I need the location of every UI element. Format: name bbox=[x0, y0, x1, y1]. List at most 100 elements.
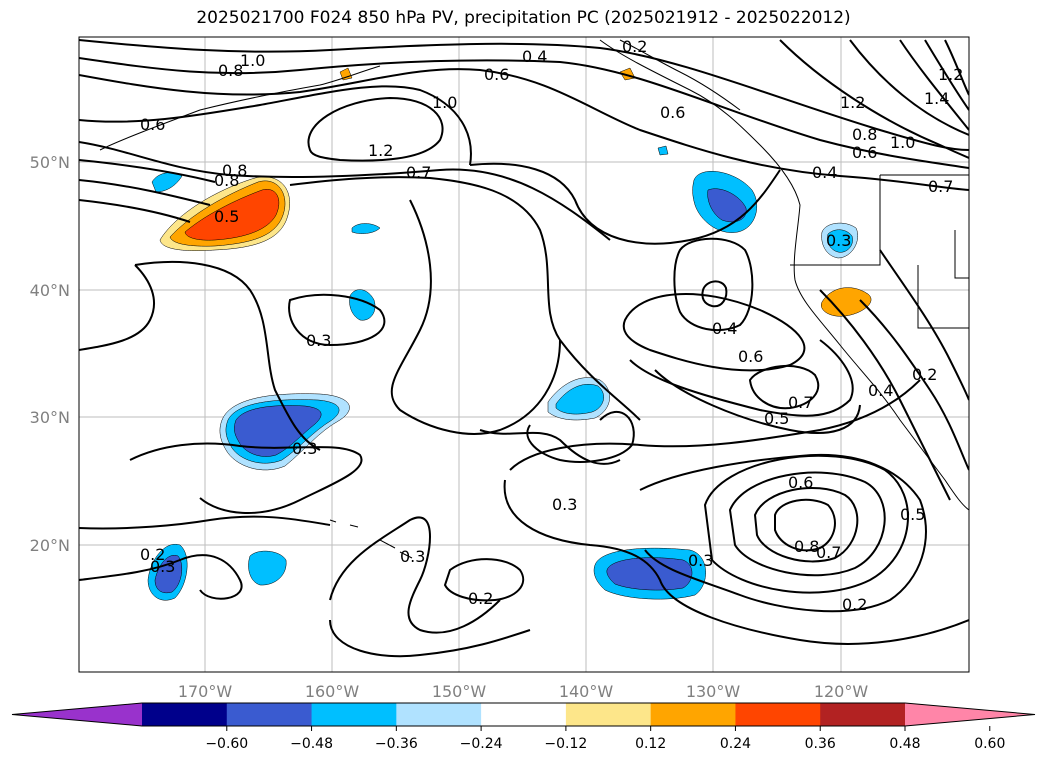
pv-contour bbox=[779, 39, 969, 159]
colorbar-segment bbox=[396, 703, 482, 726]
pv-contour bbox=[79, 57, 969, 169]
pv-contour bbox=[503, 479, 969, 645]
pv-contour bbox=[79, 264, 155, 351]
precip-negative-area bbox=[151, 172, 183, 193]
pv-contour bbox=[701, 280, 728, 308]
lat-label: 30°N bbox=[30, 408, 70, 427]
pv-contour bbox=[479, 429, 621, 465]
precip-negative-area bbox=[657, 145, 669, 156]
contour-label: 0.7 bbox=[816, 543, 841, 562]
contour-label: 0.8 bbox=[852, 125, 877, 144]
contour-label: 1.0 bbox=[890, 133, 915, 152]
colorbar-segment bbox=[565, 703, 652, 726]
contour-label: 1.4 bbox=[924, 89, 949, 108]
pv-contour bbox=[79, 39, 969, 151]
colorbar-tick-label: 0.60 bbox=[974, 736, 1005, 752]
colorbar-segment bbox=[735, 703, 821, 726]
pv-contour bbox=[703, 454, 909, 594]
plot-frame bbox=[78, 36, 970, 673]
contour-label: 1.0 bbox=[240, 51, 265, 70]
precip-negative-area bbox=[234, 405, 322, 457]
contour-label: 1.2 bbox=[938, 65, 963, 84]
contour-label: 0.6 bbox=[788, 473, 813, 492]
us-border bbox=[917, 265, 969, 329]
precip-negative-area bbox=[707, 188, 747, 223]
pv-contour bbox=[79, 199, 191, 223]
precip-negative-area bbox=[349, 289, 376, 321]
colorbar-extension-high bbox=[905, 703, 1035, 726]
lat-label: 20°N bbox=[30, 536, 70, 555]
contour-label: 0.3 bbox=[552, 495, 577, 514]
colorbar-tick-label: 0.24 bbox=[720, 736, 751, 752]
contour-label: 0.6 bbox=[738, 347, 763, 366]
pv-contour bbox=[79, 179, 211, 206]
longitude-labels: 170°W 160°W 150°W 140°W 130°W 120°W bbox=[178, 682, 869, 701]
lon-label: 120°W bbox=[814, 682, 869, 701]
pv-contour bbox=[849, 39, 969, 136]
precip-negative-area bbox=[606, 557, 693, 591]
pv-contour bbox=[753, 487, 859, 563]
contour-label: 0.5 bbox=[900, 505, 925, 524]
contour-label: 0.4 bbox=[712, 319, 737, 338]
contour-label: 0.8 bbox=[222, 161, 247, 180]
contour-label: 0.4 bbox=[522, 47, 547, 66]
precip-negative-area bbox=[827, 229, 853, 253]
pv-contour bbox=[622, 293, 806, 372]
pv-contour bbox=[390, 199, 561, 435]
contour-label: 0.2 bbox=[468, 589, 493, 608]
us-border bbox=[954, 230, 969, 279]
pv-contour bbox=[79, 85, 472, 166]
pv-contour bbox=[859, 299, 969, 471]
pv-contour bbox=[79, 159, 216, 183]
contour-label: 0.6 bbox=[660, 103, 685, 122]
contour-label: 0.7 bbox=[788, 393, 813, 412]
colorbar-segment bbox=[481, 703, 567, 726]
colorbar-segment bbox=[820, 703, 906, 726]
contour-label: 0.3 bbox=[306, 331, 331, 350]
precip-positive-area bbox=[184, 189, 280, 241]
map-title: 2025021700 F024 850 hPa PV, precipitatio… bbox=[196, 8, 851, 28]
colorbar-tick-label: −0.48 bbox=[290, 736, 333, 752]
contour-label: 0.3 bbox=[150, 557, 175, 576]
contour-label: 0.6 bbox=[140, 115, 165, 134]
pv-contour bbox=[748, 364, 820, 410]
pv-contour bbox=[79, 141, 611, 241]
pv-contour bbox=[654, 369, 861, 434]
precip-negative-area bbox=[248, 550, 287, 586]
pv-contour bbox=[673, 237, 754, 332]
contour-label: 0.8 bbox=[214, 171, 239, 190]
lon-label: 130°W bbox=[686, 682, 741, 701]
pv-contour bbox=[899, 39, 969, 131]
colorbar-segment bbox=[311, 703, 397, 726]
coastlines bbox=[99, 39, 969, 559]
latitude-labels: 50°N 40°N 30°N 20°N bbox=[30, 153, 70, 555]
contour-label: 0.2 bbox=[842, 595, 867, 614]
colorbar-tick-label: 0.48 bbox=[889, 736, 920, 752]
contour-label: 0.2 bbox=[140, 545, 165, 564]
pv-contour bbox=[79, 68, 969, 191]
contour-label: 1.0 bbox=[432, 93, 457, 112]
contour-label: 1.2 bbox=[368, 141, 393, 160]
precip-negative-area bbox=[154, 555, 183, 594]
contour-label: 0.8 bbox=[218, 61, 243, 80]
alaska-coast bbox=[619, 39, 741, 111]
contour-label: 0.7 bbox=[928, 177, 953, 196]
contour-label: 0.3 bbox=[688, 551, 713, 570]
contour-label: 0.2 bbox=[912, 365, 937, 384]
pv-contour bbox=[774, 498, 836, 552]
contour-label: 0.3 bbox=[826, 231, 851, 250]
pv-contour bbox=[288, 293, 386, 347]
lon-label: 170°W bbox=[178, 682, 233, 701]
contour-label: 0.5 bbox=[764, 409, 789, 428]
pv-contour bbox=[728, 471, 886, 577]
pv-contour bbox=[289, 176, 641, 421]
contour-label: 0.3 bbox=[292, 439, 317, 458]
colorbar-segment bbox=[650, 703, 736, 726]
contour-label: 0.5 bbox=[214, 207, 239, 226]
hawaii-islands bbox=[329, 519, 413, 559]
contour-label: 0.3 bbox=[400, 547, 425, 566]
colorbar-tick-label: −0.60 bbox=[205, 736, 248, 752]
contour-label: 0.6 bbox=[852, 143, 877, 162]
pv-contour bbox=[819, 289, 951, 501]
